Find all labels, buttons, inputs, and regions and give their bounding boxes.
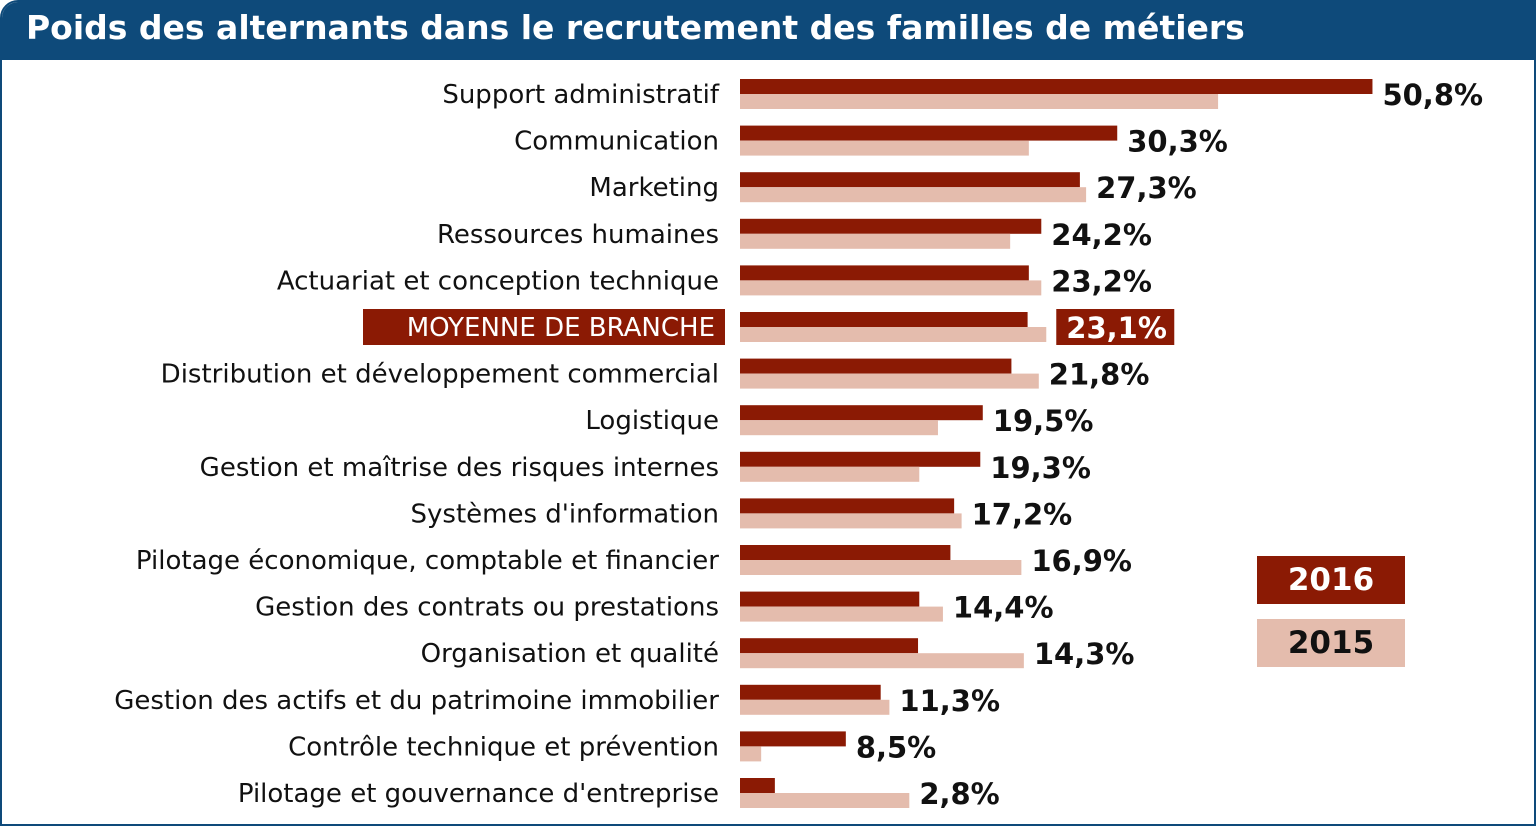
category-label: Gestion des actifs et du patrimoine immo… [114, 686, 719, 716]
bar-2016 [740, 545, 951, 560]
bar-2015 [740, 560, 1022, 575]
value-label: 50,8% [1382, 78, 1483, 112]
value-label: 16,9% [1031, 544, 1132, 578]
chart-title: Poids des alternants dans le recrutement… [26, 8, 1245, 47]
bar-2016 [740, 451, 981, 467]
bar-2015 [740, 233, 1011, 249]
value-label: 23,2% [1051, 264, 1152, 298]
category-label: Logistique [585, 406, 719, 436]
bar-2015 [740, 793, 910, 808]
value-label: 11,3% [899, 684, 1000, 718]
bar-2015 [740, 420, 938, 436]
bar-2016 [740, 498, 955, 514]
bar-2015 [740, 653, 1024, 669]
bar-2015 [740, 140, 1029, 156]
category-label: Marketing [589, 173, 719, 203]
category-label: Contrôle technique et prévention [288, 732, 719, 762]
value-label: 24,2% [1051, 218, 1152, 252]
category-label: Pilotage économique, comptable et financ… [136, 546, 719, 576]
bar-2016 [740, 731, 846, 747]
legend-2015: 2015 [1257, 619, 1405, 667]
category-label: Gestion des contrats ou prestations [255, 593, 719, 623]
bar-2015 [740, 513, 962, 529]
category-label: Support administratif [442, 80, 720, 110]
value-label: 17,2% [972, 497, 1073, 531]
value-label: 23,1% [1066, 311, 1167, 345]
value-label: 14,4% [953, 591, 1054, 625]
bar-2015 [740, 187, 1087, 203]
average-value-box [1056, 309, 1175, 345]
legend-2016: 2016 [1257, 556, 1405, 604]
bar-2015 [740, 466, 920, 482]
bar-2015 [740, 94, 1219, 109]
category-label: Communication [514, 127, 719, 157]
bar-2015 [740, 327, 1047, 342]
bar-2016 [740, 684, 881, 700]
category-label: Organisation et qualité [421, 639, 719, 669]
category-label: Systèmes d'information [411, 499, 719, 529]
category-label: Ressources humaines [437, 220, 719, 250]
bar-2015 [740, 746, 762, 762]
category-label: Actuariat et conception technique [277, 266, 719, 296]
bar-2016 [740, 638, 919, 654]
category-label: Gestion et maîtrise des risques internes [200, 453, 719, 483]
bar-2016 [740, 172, 1080, 188]
value-label: 14,3% [1034, 637, 1135, 671]
value-label: 8,5% [856, 730, 936, 764]
bar-2016 [740, 358, 1012, 374]
bar-2016 [740, 125, 1118, 141]
bar-2016 [740, 591, 920, 607]
value-label: 30,3% [1127, 125, 1228, 159]
bar-2016 [740, 79, 1373, 94]
bar-2016 [740, 265, 1029, 281]
bar-2015 [740, 699, 890, 715]
value-label: 27,3% [1096, 171, 1197, 205]
value-label: 19,3% [990, 451, 1091, 485]
bar-2016 [740, 405, 983, 421]
bar-2016 [740, 312, 1028, 327]
category-label: Pilotage et gouvernance d'entreprise [238, 779, 719, 809]
value-label: 21,8% [1049, 358, 1150, 392]
bar-2015 [740, 280, 1042, 296]
value-label: 19,5% [993, 404, 1094, 438]
category-label: Distribution et développement commercial [161, 360, 719, 390]
average-label-box [363, 309, 725, 345]
bar-2016 [740, 778, 775, 793]
bar-2016 [740, 218, 1042, 234]
bar-2015 [740, 606, 943, 622]
bar-2015 [740, 373, 1039, 389]
value-label: 2,8% [919, 777, 999, 811]
title-bar: Poids des alternants dans le recrutement… [2, 2, 1534, 60]
category-label: MOYENNE DE BRANCHE [407, 313, 715, 343]
